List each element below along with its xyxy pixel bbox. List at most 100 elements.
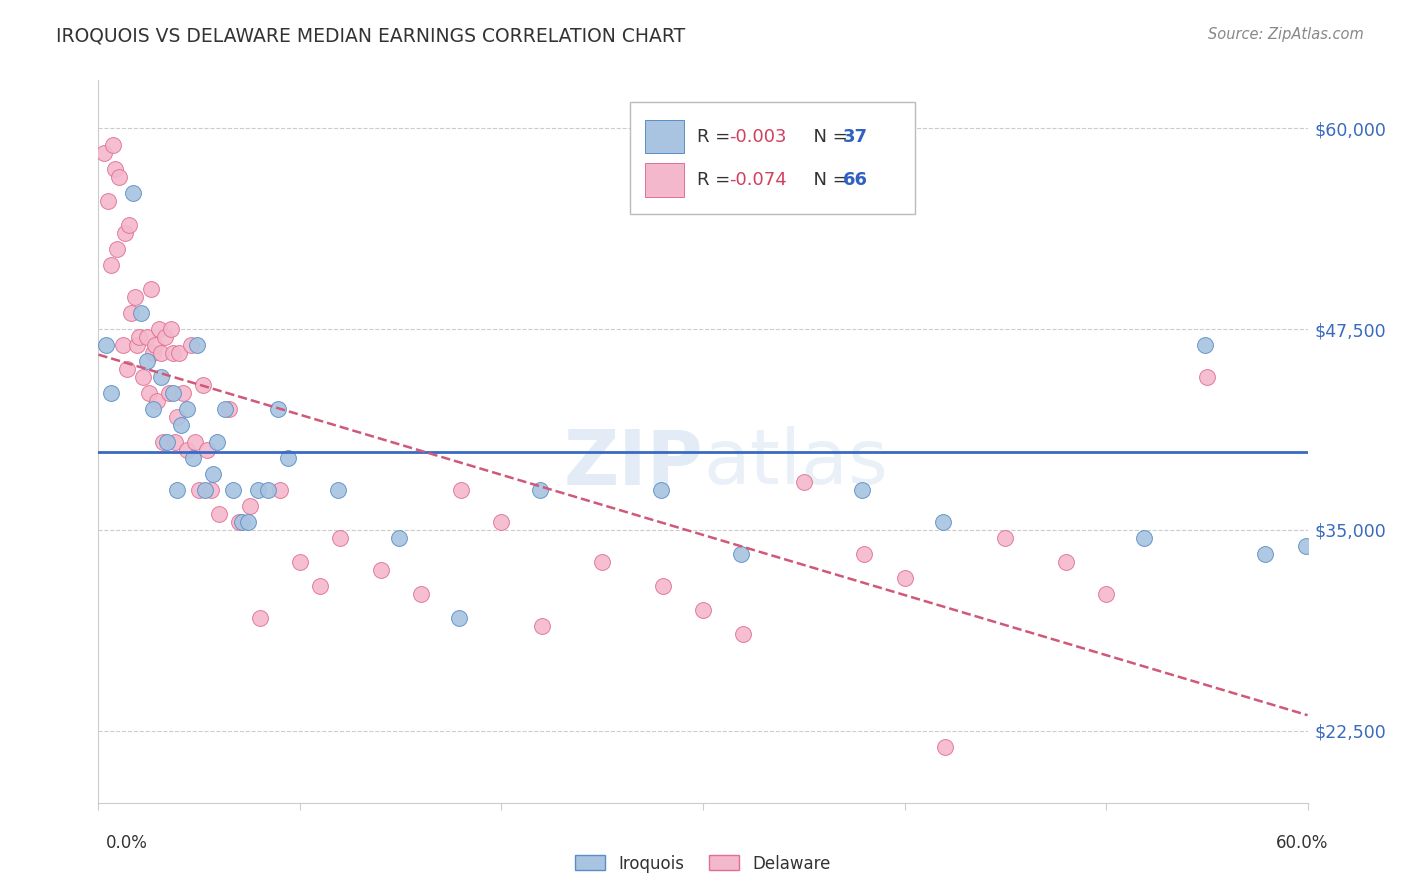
Point — [124, 290, 146, 304]
Point — [176, 402, 198, 417]
Point — [195, 442, 218, 457]
Point — [172, 386, 194, 401]
Text: -0.003: -0.003 — [730, 128, 787, 145]
Point — [176, 442, 198, 457]
Point — [121, 186, 143, 200]
Point — [1054, 555, 1077, 569]
Point — [994, 531, 1017, 545]
Point — [103, 161, 125, 176]
Point — [96, 338, 118, 352]
Point — [449, 611, 471, 625]
Point — [228, 515, 250, 529]
Point — [256, 483, 278, 497]
Point — [409, 587, 432, 601]
Point — [218, 402, 240, 417]
Point — [153, 330, 176, 344]
Text: -0.074: -0.074 — [730, 171, 787, 189]
Point — [149, 370, 172, 384]
Point — [170, 418, 193, 433]
Point — [277, 450, 299, 465]
Point — [651, 579, 673, 593]
Point — [139, 282, 162, 296]
FancyBboxPatch shape — [630, 102, 915, 214]
Point — [146, 394, 169, 409]
Point — [97, 194, 120, 208]
Point — [491, 515, 513, 529]
Point — [269, 483, 291, 497]
Point — [370, 563, 392, 577]
Point — [120, 306, 142, 320]
Point — [118, 218, 141, 232]
Point — [114, 226, 136, 240]
Text: N =: N = — [803, 128, 853, 145]
Text: 0.0%: 0.0% — [105, 834, 148, 852]
Point — [733, 627, 755, 641]
Point — [100, 258, 122, 272]
Point — [125, 338, 148, 352]
Point — [288, 555, 311, 569]
Point — [135, 330, 157, 344]
Point — [329, 531, 352, 545]
Point — [184, 434, 207, 449]
Point — [267, 402, 290, 417]
Point — [309, 579, 332, 593]
Point — [115, 362, 138, 376]
Text: 60.0%: 60.0% — [1277, 834, 1329, 852]
Point — [166, 483, 188, 497]
Point — [142, 402, 165, 417]
Point — [162, 346, 184, 360]
Point — [163, 434, 186, 449]
FancyBboxPatch shape — [645, 120, 683, 153]
Point — [101, 137, 124, 152]
Point — [152, 434, 174, 449]
Point — [135, 354, 157, 368]
Point — [222, 483, 245, 497]
Text: atlas: atlas — [703, 426, 887, 500]
Point — [236, 515, 259, 529]
Point — [207, 434, 229, 449]
Point — [529, 483, 551, 497]
Point — [188, 483, 211, 497]
Point — [149, 346, 172, 360]
Point — [530, 619, 553, 633]
Point — [388, 531, 411, 545]
Text: R =: R = — [697, 171, 735, 189]
Point — [208, 507, 231, 521]
Legend: Iroquois, Delaware: Iroquois, Delaware — [568, 848, 838, 880]
Point — [128, 330, 150, 344]
Point — [246, 483, 269, 497]
Point — [202, 467, 225, 481]
Text: R =: R = — [697, 128, 735, 145]
Point — [160, 322, 183, 336]
Point — [100, 386, 122, 401]
Point — [156, 434, 179, 449]
Point — [142, 346, 165, 360]
Point — [194, 483, 217, 497]
Point — [181, 450, 204, 465]
Point — [650, 483, 672, 497]
Point — [167, 346, 190, 360]
Point — [1095, 587, 1118, 601]
Point — [450, 483, 472, 497]
Point — [853, 547, 876, 561]
Point — [129, 306, 152, 320]
Point — [132, 370, 155, 384]
Point — [893, 571, 915, 585]
Point — [730, 547, 752, 561]
Text: N =: N = — [803, 171, 853, 189]
Point — [591, 555, 613, 569]
Point — [851, 483, 873, 497]
Point — [231, 515, 253, 529]
Point — [932, 515, 955, 529]
Text: Source: ZipAtlas.com: Source: ZipAtlas.com — [1208, 27, 1364, 42]
Point — [93, 145, 115, 160]
Point — [148, 322, 170, 336]
Point — [166, 410, 188, 425]
Point — [328, 483, 350, 497]
Point — [162, 386, 184, 401]
Point — [200, 483, 222, 497]
Point — [793, 475, 815, 489]
Point — [1195, 370, 1218, 384]
Point — [249, 611, 271, 625]
Point — [111, 338, 134, 352]
